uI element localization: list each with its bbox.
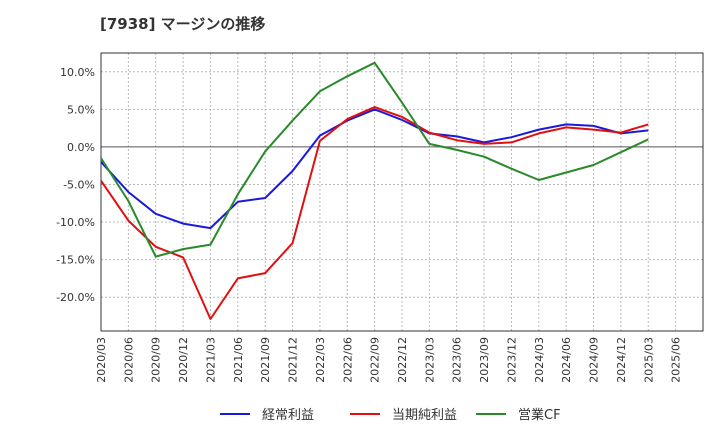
x-tick-label: 2020/12 — [177, 337, 190, 383]
x-tick-label: 2022/12 — [396, 337, 409, 383]
x-tick-label: 2022/06 — [341, 337, 354, 383]
x-tick-label: 2020/03 — [95, 337, 108, 383]
x-tick-label: 2022/09 — [369, 337, 382, 383]
x-tick-label: 2023/12 — [505, 337, 518, 383]
x-tick-label: 2021/03 — [204, 337, 217, 383]
series-line — [100, 61, 649, 258]
x-tick-label: 2022/03 — [314, 337, 327, 383]
chart-title: [7938] マージンの推移 — [100, 15, 266, 33]
series-lines — [100, 61, 649, 320]
x-tick-label: 2024/06 — [560, 337, 573, 383]
x-tick-label: 2025/03 — [642, 337, 655, 383]
x-tick-label: 2023/06 — [451, 337, 464, 383]
y-tick-label: -20.0% — [56, 291, 95, 304]
y-tick-label: 10.0% — [60, 66, 95, 79]
x-tick-label: 2021/09 — [259, 337, 272, 383]
y-tick-label: 5.0% — [67, 103, 95, 116]
x-tick-label: 2024/09 — [588, 337, 601, 383]
plot-border — [100, 52, 704, 332]
legend-label: 営業CF — [518, 407, 561, 423]
y-tick-label: 0.0% — [67, 141, 95, 154]
grid — [101, 53, 703, 331]
legend-label: 当期純利益 — [392, 408, 457, 423]
x-tick-label: 2020/09 — [150, 337, 163, 383]
axes: 10.0% 5.0% 0.0% -5.0% -10.0% -15.0% -20.0% 2020… — [56, 52, 704, 383]
y-tick-label: -5.0% — [63, 178, 95, 191]
series-line — [100, 106, 649, 320]
x-tick-label: 2021/06 — [232, 337, 245, 383]
series-line — [100, 108, 649, 230]
x-tick-label: 2024/12 — [615, 337, 628, 383]
legend: 経常利益 当期純利益 営業CF — [220, 407, 561, 423]
y-tick-label: -10.0% — [56, 216, 95, 229]
x-tick-label: 2020/06 — [122, 337, 135, 383]
x-tick-label: 2023/09 — [478, 337, 491, 383]
x-tick-label: 2023/03 — [423, 337, 436, 383]
x-tick-label: 2024/03 — [533, 337, 546, 383]
legend-label: 経常利益 — [262, 408, 314, 423]
x-tick-label: 2025/06 — [670, 337, 683, 383]
x-tick-label: 2021/12 — [287, 337, 300, 383]
y-tick-label: -15.0% — [56, 254, 95, 267]
